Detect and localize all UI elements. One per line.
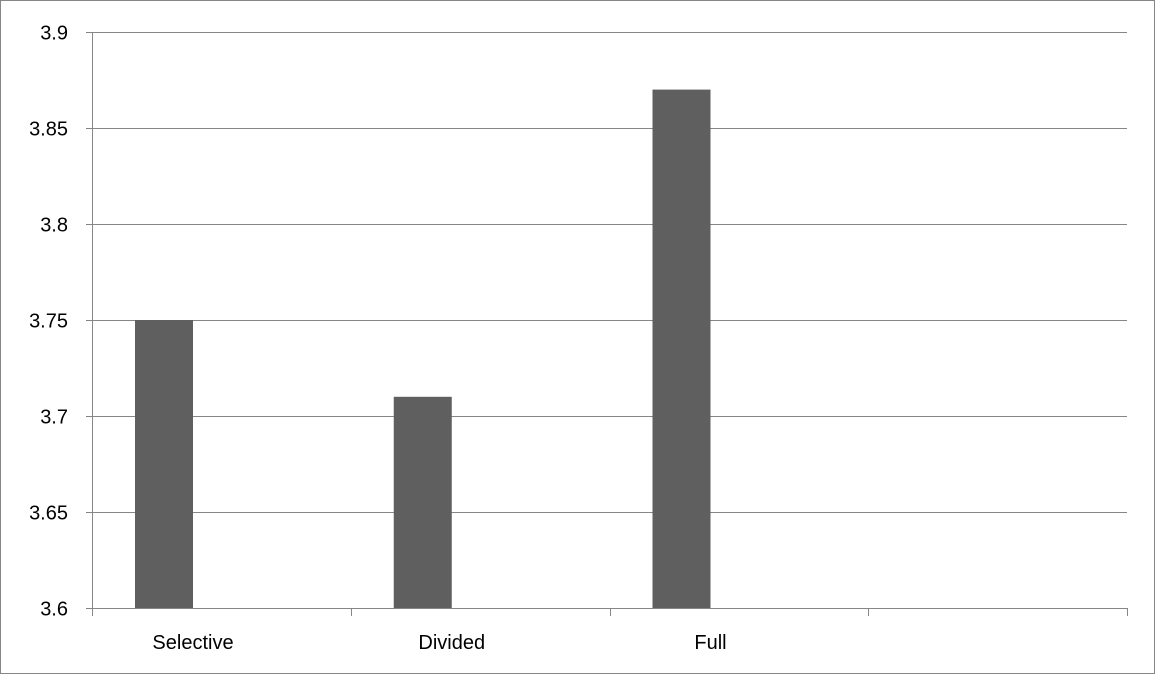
bars	[135, 89, 711, 609]
axes	[86, 32, 1128, 616]
y-tick-label: 3.65	[29, 503, 68, 525]
y-tick-label: 3.7	[40, 407, 68, 429]
bar-divided	[393, 396, 452, 608]
bar-full	[652, 89, 711, 609]
y-tick-label: 3.8	[40, 215, 68, 237]
x-category-label: Selective	[152, 632, 233, 654]
gridlines	[92, 32, 1127, 513]
y-tick-label: 3.85	[29, 119, 68, 141]
labels: 3.6 3.65 3.7 3.75 3.8 3.85 3.9 Selective Divided…	[29, 23, 727, 655]
y-tick-label: 3.9	[40, 23, 68, 45]
x-category-label: Divided	[418, 632, 485, 654]
x-category-label: Full	[694, 632, 726, 654]
y-tick-label: 3.6	[40, 599, 68, 621]
y-tick-label: 3.75	[29, 311, 68, 333]
bar-selective	[135, 320, 193, 608]
